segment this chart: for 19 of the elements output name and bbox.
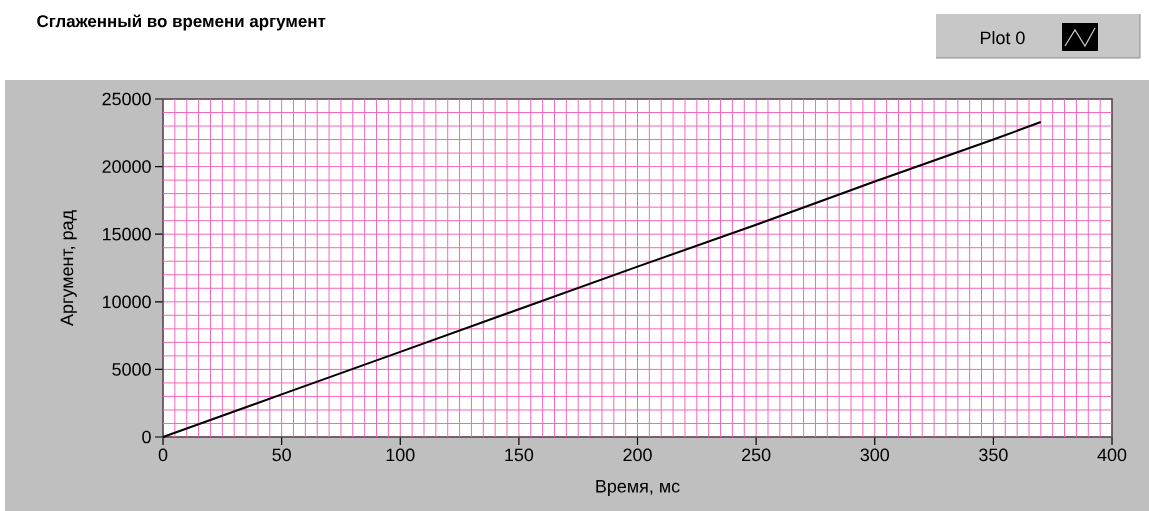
y-tick-label: 10000 bbox=[102, 295, 151, 309]
y-tick-label: 25000 bbox=[102, 92, 151, 106]
y-tick-label: 20000 bbox=[102, 160, 151, 173]
x-tick-label: 250 bbox=[742, 448, 771, 462]
y-tick-label: 15000 bbox=[102, 227, 151, 241]
x-tick-label: 100 bbox=[386, 448, 415, 462]
y-tick-label: 5000 bbox=[112, 363, 151, 376]
x-tick-label: 150 bbox=[505, 448, 534, 462]
chart-title: Сглаженный во времени аргумент bbox=[37, 14, 326, 31]
x-tick-label: 50 bbox=[272, 448, 291, 462]
legend-label: Plot 0 bbox=[980, 31, 1025, 45]
x-tick-label: 300 bbox=[860, 448, 890, 462]
y-axis-title: Аргумент, рад bbox=[60, 210, 77, 326]
y-tick-label: 0 bbox=[142, 430, 151, 444]
x-tick-label: 350 bbox=[979, 448, 1008, 462]
x-tick-label: 0 bbox=[158, 448, 168, 462]
x-tick-label: 200 bbox=[623, 448, 652, 462]
x-tick-label: 400 bbox=[1097, 448, 1127, 462]
x-axis-title: Время, мс bbox=[596, 480, 680, 497]
